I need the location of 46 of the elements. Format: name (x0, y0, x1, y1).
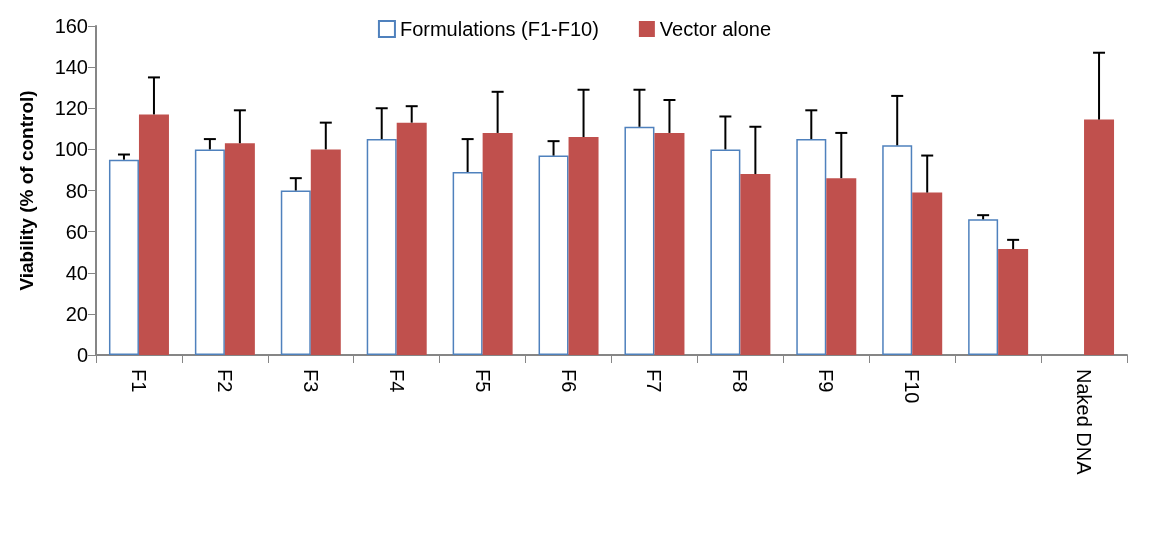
bar (740, 174, 771, 355)
bar (280, 190, 311, 355)
y-tick-label: 120 (54, 97, 88, 120)
x-tick-label: Naked DNA (1073, 369, 1096, 476)
y-axis-title: Viability (% of control) (16, 90, 37, 291)
y-tick-label: 160 (54, 15, 88, 37)
x-tick-label: F6 (557, 369, 580, 393)
bar (1084, 119, 1115, 355)
bar (224, 143, 255, 355)
legend-label: Formulations (F1-F10) (399, 18, 599, 40)
bar (796, 139, 827, 355)
x-tick-label: F4 (385, 369, 408, 393)
bar (108, 159, 139, 355)
bar (568, 137, 599, 355)
bar (138, 114, 169, 355)
x-tick-label: F9 (815, 369, 838, 393)
bar (998, 249, 1029, 355)
bar (912, 192, 943, 355)
legend-label: Vector alone (659, 18, 772, 40)
x-tick-label: F10 (901, 369, 924, 404)
bar (538, 155, 569, 355)
bar (968, 219, 999, 355)
bar (710, 149, 741, 355)
bar (826, 178, 857, 355)
x-tick-label: F5 (471, 369, 494, 393)
bar (194, 149, 225, 355)
y-tick-label: 140 (54, 56, 88, 79)
bar (482, 132, 513, 355)
y-tick-label: 0 (76, 344, 88, 366)
bar (396, 122, 427, 355)
y-tick-label: 40 (65, 261, 88, 284)
x-tick-label: F1 (127, 369, 150, 393)
y-tick-label: 80 (65, 179, 88, 202)
y-tick-label: 60 (65, 220, 88, 243)
x-tick-label: F3 (299, 369, 322, 393)
x-tick-label: F2 (213, 369, 236, 393)
y-tick-label: 20 (65, 302, 88, 325)
x-tick-label: F8 (729, 369, 752, 393)
bar (452, 171, 483, 355)
bar (310, 149, 341, 355)
bar (654, 132, 685, 355)
bar (366, 139, 397, 355)
bar (624, 126, 655, 355)
x-tick-label: F7 (643, 369, 666, 393)
y-tick-label: 100 (54, 138, 88, 161)
bar (882, 145, 913, 355)
